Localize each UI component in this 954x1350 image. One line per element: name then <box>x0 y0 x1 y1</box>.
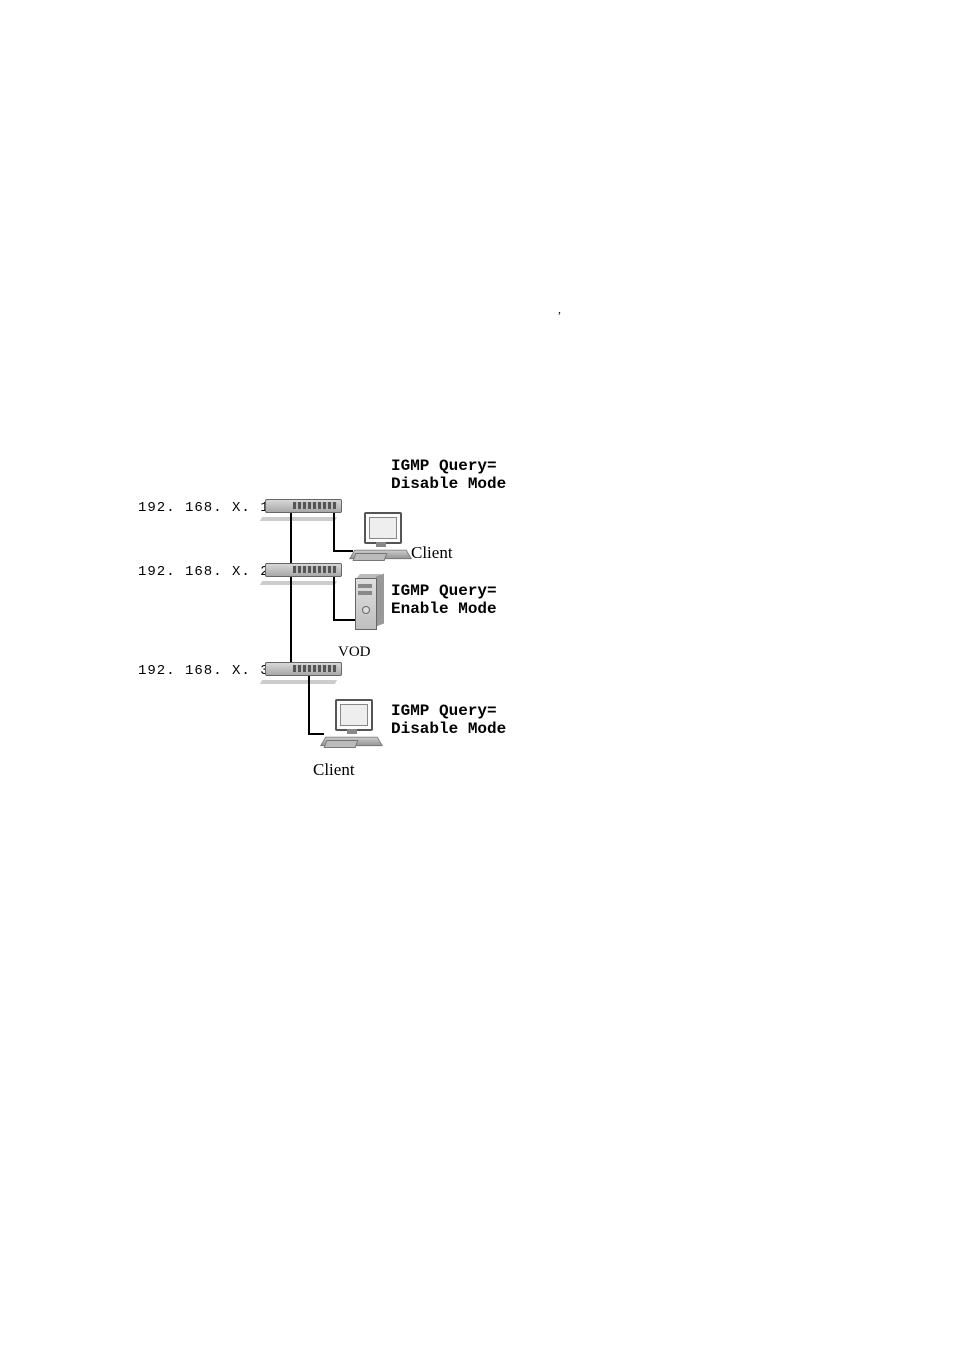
link-s2-vod-h <box>333 619 355 621</box>
switch3-icon <box>265 662 340 680</box>
client2-pc-icon <box>323 699 378 749</box>
link-s1-s2-v <box>290 513 292 563</box>
switch3-mode: IGMP Query= Disable Mode <box>391 703 506 738</box>
client1-label: Client <box>411 543 453 563</box>
link-s1-c1-v <box>333 513 335 551</box>
vod-label: VOD <box>338 644 371 661</box>
switch1-icon <box>265 499 340 517</box>
link-s2-vod-v <box>333 577 335 620</box>
network-diagram: 192. 168. X. 10 IGMP Query= Disable Mode… <box>130 450 550 810</box>
link-s1-c1-h <box>333 550 353 552</box>
switch1-mode: IGMP Query= Disable Mode <box>391 458 506 493</box>
switch2-mode-l1: IGMP Query= <box>391 582 497 600</box>
switch1-ip: 192. 168. X. 10 <box>138 500 279 516</box>
client2-label: Client <box>313 760 355 780</box>
vod-server-icon <box>355 578 383 630</box>
switch1-mode-l1: IGMP Query= <box>391 457 497 475</box>
switch3-ip: 192. 168. X. 30 <box>138 663 279 679</box>
link-s2-s3-v <box>290 577 292 662</box>
switch3-mode-l2: Disable Mode <box>391 720 506 738</box>
switch1-mode-l2: Disable Mode <box>391 475 506 493</box>
stray-comma: , <box>558 302 561 317</box>
switch2-mode-l2: Enable Mode <box>391 600 497 618</box>
client1-pc-icon <box>352 512 407 562</box>
switch2-mode: IGMP Query= Enable Mode <box>391 583 497 618</box>
switch2-ip: 192. 168. X. 20 <box>138 564 279 580</box>
switch3-mode-l1: IGMP Query= <box>391 702 497 720</box>
link-s3-c2-h <box>308 733 324 735</box>
link-s3-c2-v <box>308 676 310 734</box>
switch2-icon <box>265 563 340 581</box>
